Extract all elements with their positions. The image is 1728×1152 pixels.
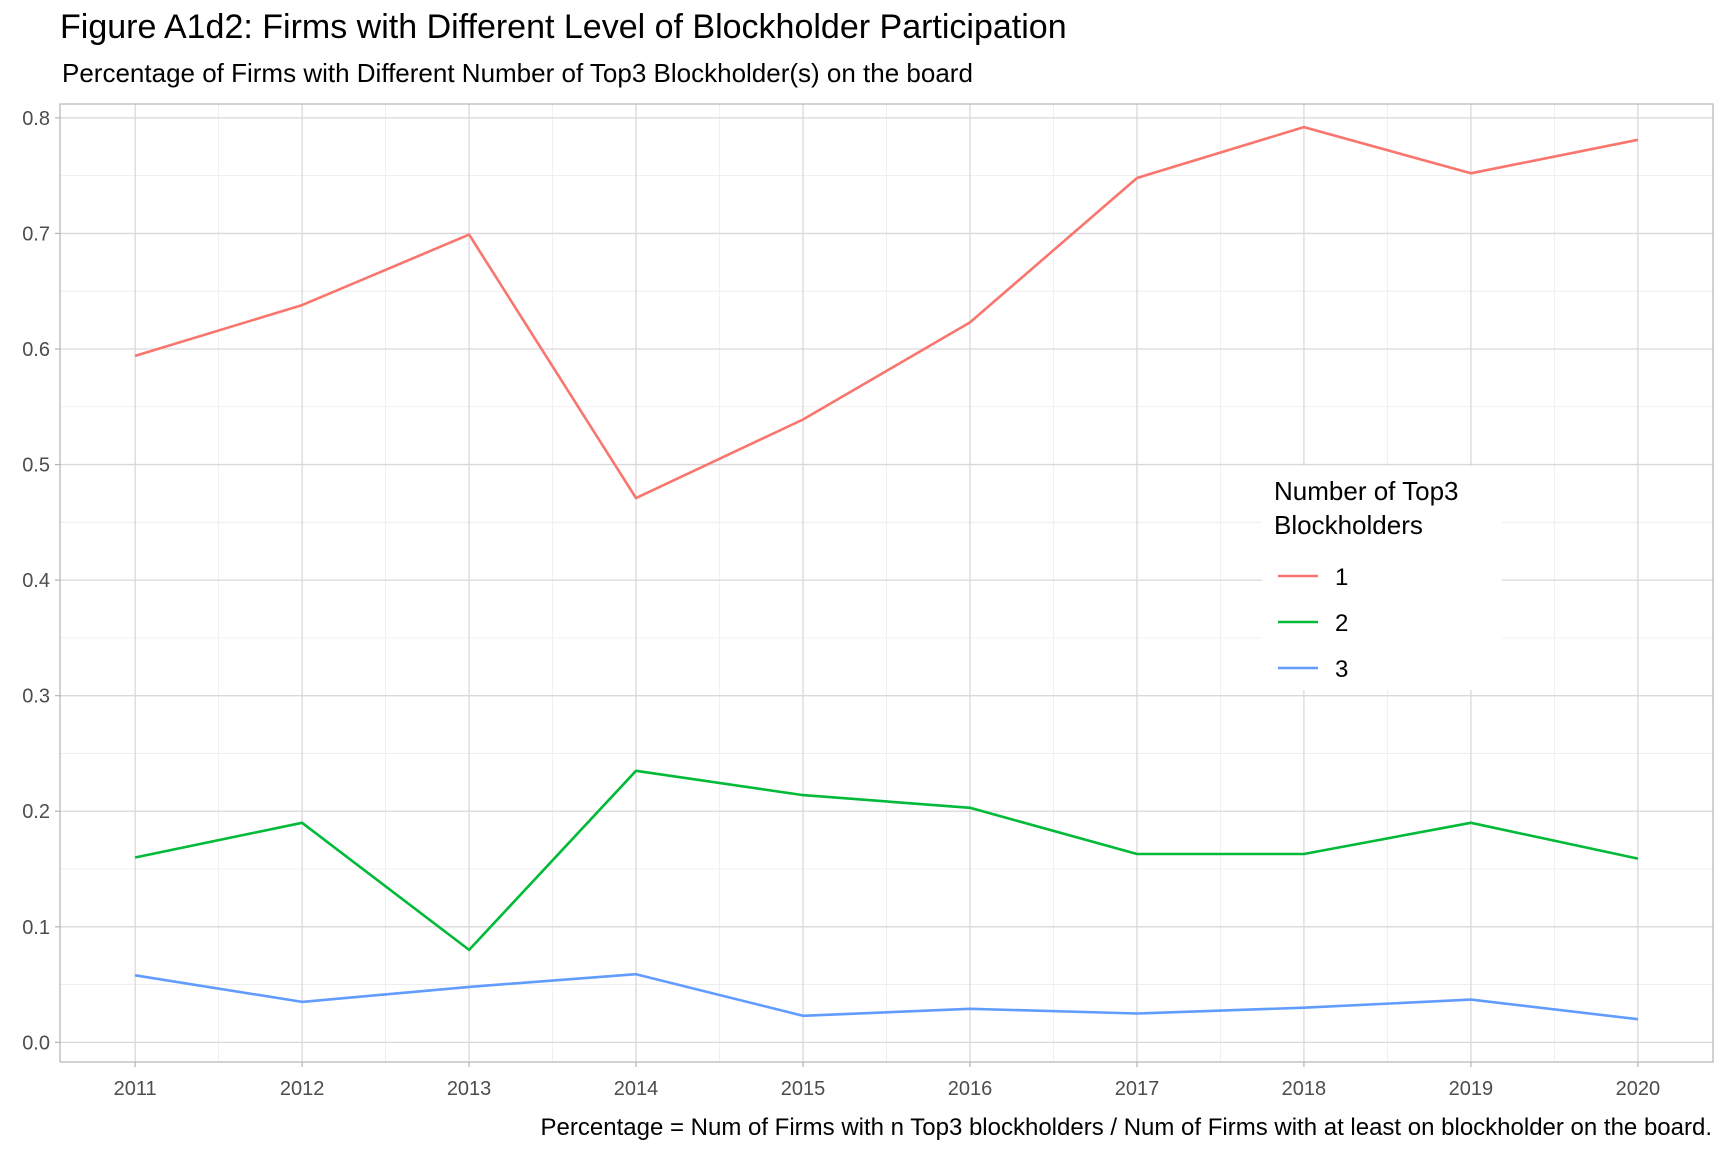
series-lines — [134, 125, 1639, 1021]
chart-title: Figure A1d2: Firms with Different Level … — [60, 8, 1067, 46]
x-tick-label: 2014 — [614, 1078, 659, 1100]
legend-background — [1262, 466, 1502, 690]
y-tick-label: 0.0 — [22, 1032, 50, 1054]
legend-title-line-1: Number of Top3 — [1274, 476, 1459, 506]
x-tick-label: 2015 — [781, 1078, 826, 1100]
x-tick-label: 2016 — [948, 1078, 993, 1100]
chart-subtitle: Percentage of Firms with Different Numbe… — [62, 58, 973, 88]
x-tick-label: 2020 — [1616, 1078, 1661, 1100]
chart-caption: Percentage = Num of Firms with n Top3 bl… — [541, 1114, 1712, 1141]
y-tick-label: 0.2 — [22, 801, 50, 823]
y-tick-label: 0.7 — [22, 223, 50, 245]
series-line-2 — [134, 769, 1639, 952]
x-tick-label: 2017 — [1115, 1078, 1160, 1100]
y-tick-label: 0.5 — [22, 455, 50, 477]
x-tick-label: 2018 — [1282, 1078, 1327, 1100]
legend: Number of Top3 Blockholders 1 2 3 — [1262, 466, 1502, 690]
x-tick-label: 2013 — [447, 1078, 492, 1100]
y-tick-label: 0.6 — [22, 339, 50, 361]
series-line-3 — [134, 972, 1639, 1021]
legend-label-3: 3 — [1335, 656, 1348, 683]
y-tick-label: 0.4 — [22, 570, 50, 592]
legend-title-line-2: Blockholders — [1274, 510, 1423, 540]
x-tick-label: 2012 — [280, 1078, 325, 1100]
series-line-1 — [134, 125, 1639, 500]
y-tick-label: 0.8 — [22, 108, 50, 130]
x-tick-label: 2019 — [1449, 1078, 1494, 1100]
plot-panel-border — [59, 103, 1714, 1063]
x-tick-label: 2011 — [114, 1078, 157, 1100]
axis-ticks: 0.0 0.1 0.2 0.3 0.4 0.5 0.6 0.7 0.8 2011 2012 2013 2… — [22, 108, 1660, 1100]
y-tick-label: 0.3 — [22, 686, 50, 708]
y-tick-label: 0.1 — [22, 917, 50, 939]
legend-label-1: 1 — [1335, 564, 1348, 591]
legend-label-2: 2 — [1335, 610, 1348, 637]
